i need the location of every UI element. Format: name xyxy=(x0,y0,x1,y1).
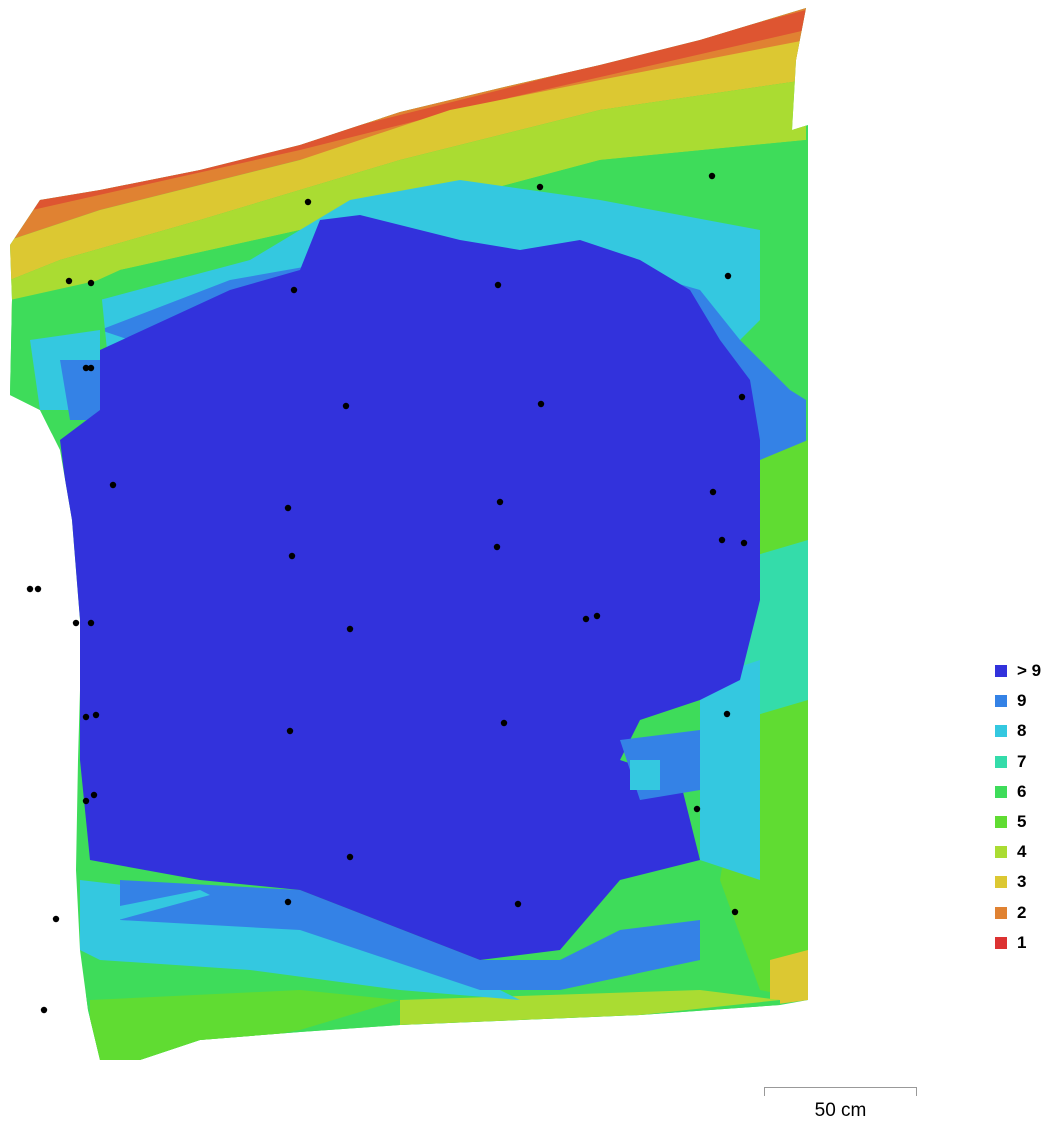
camera-marker xyxy=(514,900,522,908)
coverage-zone-3-right xyxy=(770,950,808,1005)
coverage-zone-8-right xyxy=(700,660,760,880)
legend-label: 3 xyxy=(1017,872,1027,892)
legend-swatch xyxy=(995,755,1007,768)
camera-marker xyxy=(82,713,90,721)
legend-label: 2 xyxy=(1017,902,1027,922)
camera-marker xyxy=(346,853,354,861)
camera-marker xyxy=(40,1006,48,1014)
legend-item: 5 xyxy=(995,807,1041,837)
camera-marker xyxy=(693,805,701,813)
camera-marker xyxy=(740,539,748,547)
camera-marker xyxy=(718,536,726,544)
camera-marker xyxy=(493,543,501,551)
camera-marker xyxy=(72,619,80,627)
camera-marker xyxy=(286,727,294,735)
camera-marker xyxy=(284,898,292,906)
legend-swatch xyxy=(995,665,1007,678)
camera-marker xyxy=(582,615,590,623)
camera-marker xyxy=(536,183,544,191)
legend-item: > 9 xyxy=(995,656,1041,686)
scale-label: 50 cm xyxy=(814,1100,867,1121)
coverage-zone-8-patch xyxy=(630,760,660,790)
legend-swatch xyxy=(995,906,1007,919)
legend-swatch xyxy=(995,695,1007,708)
coverage-zone-9-left xyxy=(60,360,110,420)
camera-marker xyxy=(738,393,746,401)
camera-marker xyxy=(342,402,350,410)
legend-swatch xyxy=(995,816,1007,829)
legend-item: 1 xyxy=(995,928,1041,958)
legend-item: 9 xyxy=(995,686,1041,716)
legend-item: 2 xyxy=(995,898,1041,928)
legend-swatch xyxy=(995,936,1007,949)
camera-marker xyxy=(109,481,117,489)
legend-label: 5 xyxy=(1017,812,1027,832)
legend-item: 6 xyxy=(995,777,1041,807)
legend-swatch xyxy=(995,846,1007,859)
camera-marker xyxy=(87,279,95,287)
scale-bar xyxy=(764,1087,917,1096)
coverage-zone-4-bottom xyxy=(400,990,780,1025)
camera-marker xyxy=(90,791,98,799)
camera-marker xyxy=(593,612,601,620)
camera-marker xyxy=(709,488,717,496)
legend-label: 4 xyxy=(1017,842,1027,862)
coverage-zone-5-bottom xyxy=(90,990,400,1060)
legend-item: 3 xyxy=(995,867,1041,897)
camera-marker xyxy=(288,552,296,560)
coverage-zone-main xyxy=(60,215,760,960)
camera-marker xyxy=(537,400,545,408)
camera-markers xyxy=(26,172,748,1014)
camera-marker xyxy=(494,281,502,289)
legend-label: 9 xyxy=(1017,691,1027,711)
camera-marker xyxy=(724,272,732,280)
camera-marker xyxy=(346,625,354,633)
coverage-zone-9-notch xyxy=(100,890,210,925)
legend-item: 4 xyxy=(995,837,1041,867)
coverage-zone-9-bottom xyxy=(120,880,700,990)
camera-marker xyxy=(87,619,95,627)
camera-marker xyxy=(304,198,312,206)
camera-marker xyxy=(500,719,508,727)
camera-marker xyxy=(92,711,100,719)
camera-marker xyxy=(731,908,739,916)
legend-swatch xyxy=(995,725,1007,738)
camera-marker xyxy=(284,504,292,512)
legend-label: 7 xyxy=(1017,751,1027,771)
camera-marker xyxy=(87,364,95,372)
camera-marker xyxy=(82,797,90,805)
legend-item: 7 xyxy=(995,747,1041,777)
legend-swatch xyxy=(995,785,1007,798)
camera-marker xyxy=(52,915,60,923)
camera-marker xyxy=(26,585,34,593)
legend-item: 8 xyxy=(995,716,1041,746)
camera-marker xyxy=(708,172,716,180)
camera-marker xyxy=(65,277,73,285)
camera-marker xyxy=(290,286,298,294)
legend-swatch xyxy=(995,876,1007,889)
coverage-zone-3 xyxy=(10,40,806,280)
camera-marker xyxy=(496,498,504,506)
legend-label: 8 xyxy=(1017,721,1027,741)
camera-marker xyxy=(34,585,42,593)
legend-label: 1 xyxy=(1017,932,1027,952)
camera-marker xyxy=(82,364,90,372)
legend: > 9 9 8 7 6 5 4 3 2 1 xyxy=(995,656,1041,958)
legend-label: > 9 xyxy=(1017,661,1042,681)
legend-label: 6 xyxy=(1017,781,1027,801)
camera-marker xyxy=(723,710,731,718)
